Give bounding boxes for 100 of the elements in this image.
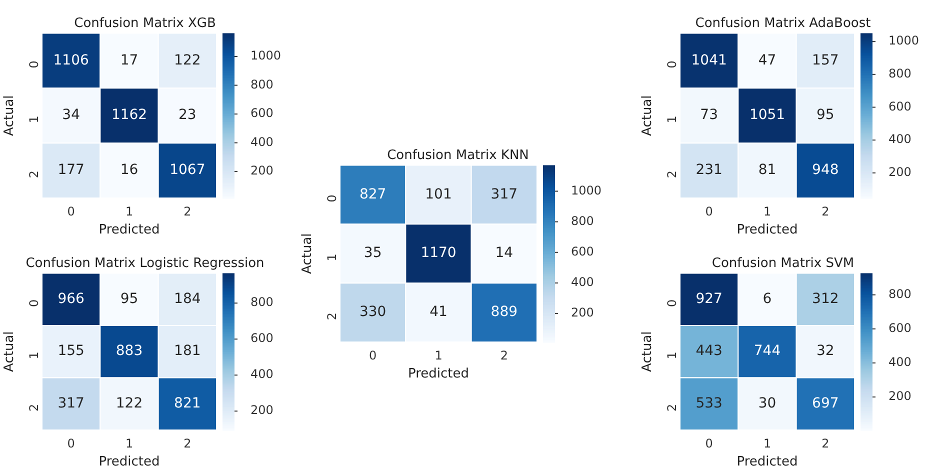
data-label: 533	[696, 396, 722, 412]
data-label: 177	[58, 162, 84, 178]
data-label: 155	[58, 343, 84, 360]
y-tick-label: 2	[665, 404, 680, 412]
x-axis-title: Predicted	[408, 366, 470, 382]
x-tick-label: 1	[763, 204, 772, 218]
color-bar-label: 800	[250, 295, 274, 310]
y-tick-label: 1	[665, 116, 680, 124]
chart-title: Confusion Matrix SVM	[712, 256, 854, 271]
data-label: 47	[758, 52, 776, 68]
data-label: 95	[816, 107, 834, 124]
chart-title: Confusion Matrix AdaBoost	[695, 16, 871, 31]
color-bar-label: 400	[250, 134, 274, 149]
y-tick-label: 1	[325, 254, 340, 262]
data-label: 41	[430, 304, 448, 320]
data-label: 14	[495, 245, 514, 262]
data-label: 1041	[691, 52, 727, 68]
x-axis-title: Predicted	[98, 454, 160, 470]
data-label: 312	[812, 290, 839, 307]
data-label: 23	[178, 107, 196, 124]
color-bar-label: 200	[571, 306, 594, 320]
y-tick-label: 0	[27, 299, 42, 307]
data-label: 81	[758, 162, 776, 178]
x-axis-title: Predicted	[98, 222, 160, 238]
y-tick-label: 2	[27, 170, 42, 178]
color-bar-label: 1000	[888, 34, 920, 48]
color-bar-label: 600	[888, 99, 912, 114]
x-tick-label: 0	[705, 204, 713, 218]
color-bar-label: 600	[888, 320, 912, 335]
data-label: 827	[359, 186, 386, 202]
data-label: 73	[700, 107, 718, 124]
data-label: 34	[62, 107, 80, 124]
x-tick-label: 2	[822, 204, 830, 218]
data-label: 231	[696, 162, 722, 178]
x-tick-label: 2	[184, 204, 192, 218]
y-tick-label: 2	[325, 312, 340, 320]
x-tick-label: 0	[705, 436, 713, 450]
color-bar-label: 200	[888, 389, 912, 404]
x-tick-label: 1	[434, 348, 442, 362]
y-tick-label: 0	[665, 60, 680, 68]
data-label: 122	[116, 396, 143, 412]
chart-title: Confusion Matrix KNN	[387, 148, 529, 163]
color-bar-label: 600	[250, 106, 274, 120]
y-axis-title: Actual	[640, 331, 656, 372]
data-label: 1170	[420, 245, 456, 262]
color-bar-label: 800	[888, 66, 912, 81]
y-tick-label: 1	[27, 116, 42, 124]
color-bar-label: 200	[250, 164, 274, 178]
data-label: 122	[174, 52, 201, 68]
data-label: 948	[812, 162, 839, 178]
color-bar-label: 800	[571, 214, 594, 228]
y-tick-label: 2	[665, 170, 680, 178]
data-label: 30	[758, 396, 776, 412]
y-tick-label: 0	[665, 299, 680, 307]
data-label: 330	[359, 304, 386, 320]
y-tick-label: 2	[27, 404, 42, 412]
x-tick-label: 1	[763, 436, 772, 450]
data-label: 6	[762, 290, 772, 307]
x-tick-label: 1	[125, 436, 134, 450]
x-tick-label: 1	[125, 204, 134, 218]
x-axis-title: Predicted	[736, 454, 798, 470]
color-bar-label: 400	[888, 132, 912, 146]
data-label: 744	[754, 343, 781, 360]
color-bar-label: 200	[888, 165, 912, 180]
data-label: 16	[120, 162, 138, 178]
y-tick-label: 0	[27, 60, 42, 68]
chart-title: Confusion Matrix Logistic Regression	[26, 256, 264, 271]
y-axis-title: Actual	[2, 95, 18, 136]
x-axis-title: Predicted	[736, 222, 798, 238]
data-label: 883	[116, 343, 143, 360]
data-label: 32	[816, 343, 834, 360]
color-bar-label: 400	[571, 275, 594, 290]
data-label: 181	[174, 343, 201, 360]
data-label: 1106	[53, 52, 89, 68]
data-label: 157	[812, 52, 839, 68]
data-label: 889	[490, 304, 518, 320]
color-bar-label: 600	[250, 331, 274, 346]
color-bar-label: 400	[888, 355, 912, 370]
data-label: 95	[120, 290, 138, 307]
x-tick-label: 2	[184, 436, 192, 450]
data-label: 317	[58, 396, 84, 412]
data-label: 443	[696, 343, 722, 360]
y-axis-title: Actual	[640, 95, 656, 136]
x-tick-label: 2	[500, 348, 508, 362]
data-label: 966	[58, 290, 85, 307]
data-label: 821	[174, 396, 201, 412]
x-tick-label: 0	[67, 436, 75, 450]
data-label: 1162	[111, 107, 148, 124]
color-bar-label: 400	[250, 367, 274, 382]
color-bar-label: 600	[571, 244, 594, 258]
data-label: 317	[490, 186, 518, 202]
chart-title: Confusion Matrix XGB	[74, 16, 216, 31]
x-tick-label: 2	[822, 436, 830, 450]
y-tick-label: 0	[325, 194, 340, 202]
data-label: 35	[364, 245, 382, 262]
data-label: 927	[696, 290, 722, 307]
data-label: 101	[425, 186, 452, 202]
y-axis-title: Actual	[2, 331, 18, 372]
data-label: 17	[120, 52, 138, 68]
data-label: 184	[174, 290, 201, 307]
